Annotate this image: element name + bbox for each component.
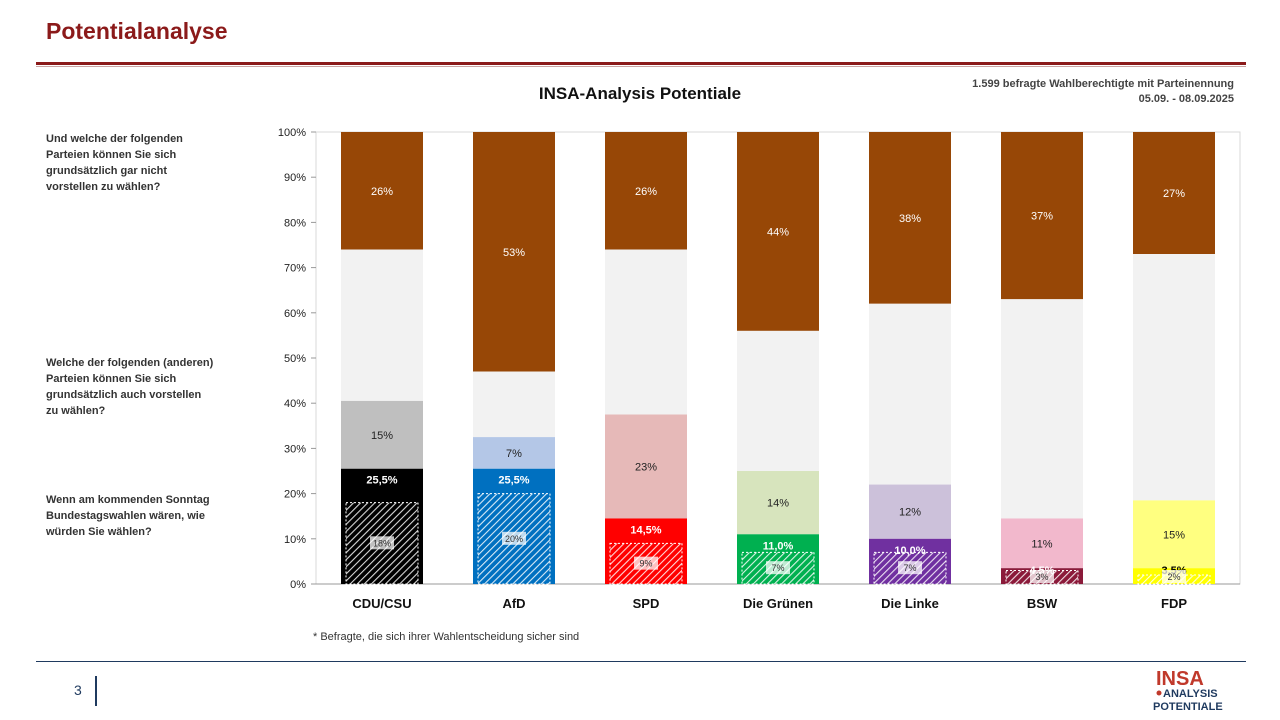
y-tick-label: 30% bbox=[284, 443, 306, 455]
label-also: 11% bbox=[1031, 538, 1052, 550]
x-tick-label: Die Linke bbox=[881, 596, 939, 611]
label-sure-bg bbox=[634, 556, 658, 570]
label-never: 26% bbox=[635, 186, 657, 198]
bar-rest bbox=[341, 249, 423, 401]
bar-rest bbox=[1001, 299, 1083, 519]
bar-never bbox=[737, 132, 819, 331]
label-vote: 10,0% bbox=[894, 545, 925, 557]
label-sure: 18% bbox=[373, 538, 391, 548]
label-sure: 2% bbox=[1167, 572, 1180, 582]
survey-dates: 05.09. - 08.09.2025 bbox=[1138, 93, 1234, 105]
bar-also bbox=[737, 471, 819, 535]
bar-also bbox=[605, 414, 687, 519]
label-sure-bg bbox=[1162, 570, 1186, 583]
x-tick-label: Die Grünen bbox=[743, 596, 813, 611]
x-tick-label: SPD bbox=[633, 596, 660, 611]
bar-also bbox=[1133, 500, 1215, 569]
bar-rest bbox=[869, 303, 951, 485]
label-never: 37% bbox=[1031, 211, 1053, 223]
label-also: 14% bbox=[767, 498, 789, 510]
bar-also bbox=[341, 400, 423, 469]
insa-logo: INSA ANALYSIS POTENTIALE bbox=[1153, 668, 1223, 713]
label-vote: 11,0% bbox=[763, 540, 794, 552]
x-tick-label: FDP bbox=[1161, 596, 1187, 611]
label-vote: 14,5% bbox=[630, 524, 661, 536]
bar-also bbox=[869, 484, 951, 539]
bar-never bbox=[869, 132, 951, 304]
label-sure: 9% bbox=[639, 559, 652, 569]
y-tick-label: 100% bbox=[278, 127, 306, 139]
label-never: 38% bbox=[899, 213, 921, 225]
label-also: 12% bbox=[899, 507, 921, 519]
label-sure-bg bbox=[766, 561, 790, 575]
label-sure: 3% bbox=[1035, 572, 1048, 582]
page-number: 3 bbox=[74, 682, 82, 698]
y-tick-label: 10% bbox=[284, 534, 306, 546]
footer-divider bbox=[36, 661, 1246, 662]
label-vote: 25,5% bbox=[498, 475, 529, 487]
y-tick-label: 0% bbox=[290, 579, 306, 591]
label-never: 27% bbox=[1163, 188, 1185, 200]
label-sure: 7% bbox=[903, 563, 916, 573]
bar-rest bbox=[605, 249, 687, 415]
label-sure-bg bbox=[502, 531, 526, 545]
bar-rest bbox=[473, 371, 555, 438]
page-number-bar bbox=[95, 676, 97, 706]
label-also: 15% bbox=[371, 430, 393, 442]
y-tick-label: 60% bbox=[284, 308, 306, 320]
label-never: 26% bbox=[371, 186, 393, 198]
x-tick-label: BSW bbox=[1027, 596, 1058, 611]
bar-never bbox=[473, 132, 555, 372]
bar-never bbox=[341, 132, 423, 250]
y-tick-label: 90% bbox=[284, 172, 306, 184]
y-tick-label: 20% bbox=[284, 489, 306, 501]
title-divider bbox=[36, 62, 1246, 65]
y-tick-label: 80% bbox=[284, 217, 306, 229]
title-divider-thin bbox=[36, 66, 1246, 67]
bar-never bbox=[1133, 132, 1215, 255]
bar-never bbox=[1001, 132, 1083, 300]
bar-rest bbox=[737, 330, 819, 471]
question-also: Welche der folgenden (anderen) Parteien … bbox=[46, 357, 214, 417]
footnote: * Befragte, die sich ihrer Wahlentscheid… bbox=[313, 631, 580, 643]
y-tick-label: 70% bbox=[284, 263, 306, 275]
label-also: 23% bbox=[635, 461, 657, 473]
bar-also bbox=[473, 437, 555, 469]
y-tick-label: 40% bbox=[284, 398, 306, 410]
label-also: 7% bbox=[506, 448, 522, 460]
x-tick-label: CDU/CSU bbox=[352, 596, 411, 611]
logo-word: INSA bbox=[1156, 668, 1204, 690]
x-tick-label: AfD bbox=[502, 596, 525, 611]
label-also: 15% bbox=[1163, 529, 1185, 541]
question-never: Und welche der folgenden Parteien können… bbox=[46, 133, 183, 193]
label-sure: 7% bbox=[771, 563, 784, 573]
y-tick-label: 50% bbox=[284, 353, 306, 365]
chart-title: INSA-Analysis Potentiale bbox=[538, 84, 742, 103]
label-never: 53% bbox=[503, 247, 525, 259]
page-title: Potentialanalyse bbox=[46, 18, 228, 44]
survey-info: 1.599 befragte Wahlberechtigte mit Parte… bbox=[972, 77, 1234, 107]
bar-never bbox=[605, 132, 687, 250]
label-vote: 25,5% bbox=[366, 475, 397, 487]
logo-line-3: POTENTIALE bbox=[1153, 701, 1223, 713]
survey-sample: 1.599 befragte Wahlberechtigte mit Parte… bbox=[972, 78, 1234, 90]
label-never: 44% bbox=[767, 226, 789, 238]
logo-dot bbox=[1156, 690, 1162, 696]
label-sure: 20% bbox=[505, 534, 523, 544]
bar-also bbox=[1001, 518, 1083, 569]
label-sure-bg bbox=[898, 561, 922, 575]
question-vote: Wenn am kommenden Sonntag Bundestagswahl… bbox=[46, 494, 210, 538]
logo-line-2: ANALYSIS bbox=[1163, 688, 1218, 700]
label-sure-bg bbox=[1030, 570, 1054, 583]
bar-rest bbox=[1133, 254, 1215, 501]
label-sure-bg bbox=[370, 536, 394, 550]
